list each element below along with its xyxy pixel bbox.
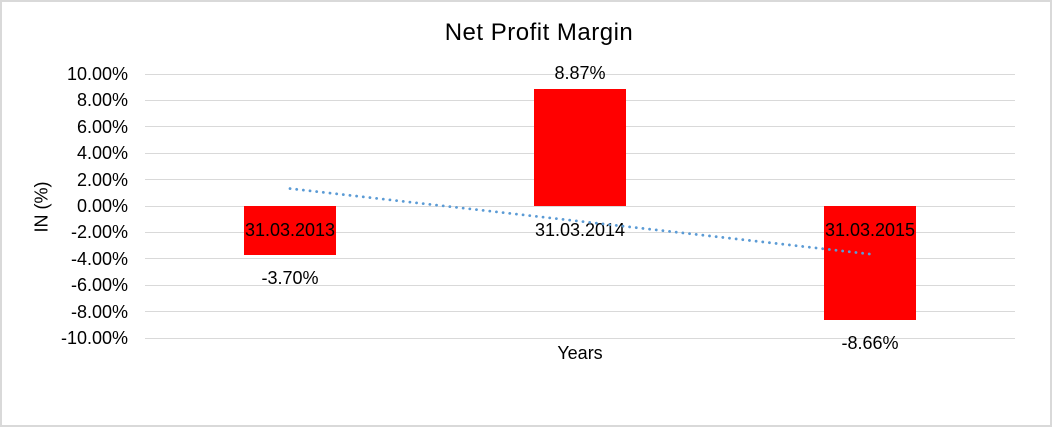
gridline (145, 258, 1015, 260)
x-axis-title: Years (557, 343, 603, 363)
y-tick-label: 10.00% (66, 64, 128, 84)
category-label: 31.03.2013 (244, 220, 336, 240)
gridline (145, 73, 1015, 75)
category-label: 31.03.2014 (534, 220, 626, 240)
y-tick-label: -4.00% (70, 248, 128, 269)
chart-title: Net Profit Margin (444, 19, 634, 46)
y-tick-label: 8.00% (76, 90, 128, 111)
y-tick-label: 2.00% (76, 169, 128, 190)
y-tick-label: 4.00% (76, 143, 128, 164)
y-tick-label: -6.00% (70, 275, 128, 296)
gridline (145, 284, 1015, 286)
y-tick-label: -2.00% (70, 222, 128, 243)
gridline (145, 311, 1015, 313)
y-tick-label: -8.00% (70, 301, 128, 322)
bar-31.03.2014 (534, 88, 626, 206)
y-tick-label: -10.00% (60, 328, 128, 348)
y-tick-label: 6.00% (76, 116, 128, 137)
y-tick-label: 0.00% (76, 196, 128, 216)
category-label: 31.03.2015 (824, 220, 916, 240)
data-label: -3.70% (261, 267, 319, 288)
gridline (145, 337, 1015, 339)
data-label: 8.87% (554, 62, 606, 83)
data-label: -8.66% (841, 333, 899, 354)
